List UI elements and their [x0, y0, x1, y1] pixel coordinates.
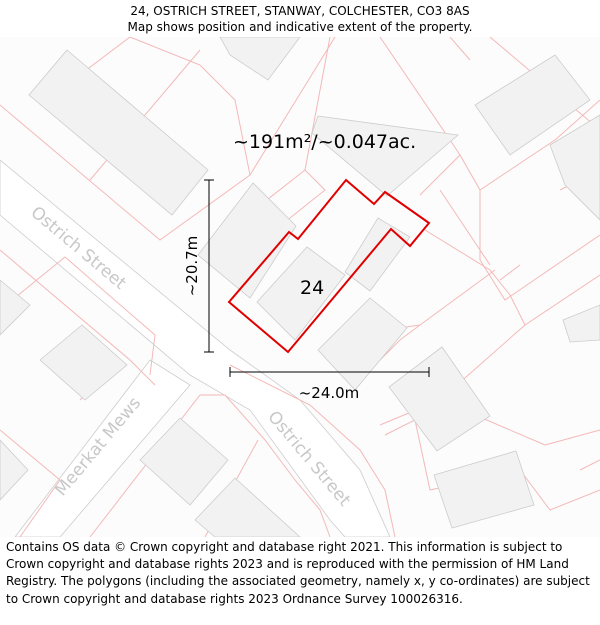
roads: [0, 159, 391, 537]
map-subtitle: Map shows position and indicative extent…: [127, 20, 473, 34]
width-dimension-label: ~24.0m: [299, 384, 360, 402]
area-label: ~191m²/~0.047ac.: [233, 131, 416, 153]
height-dimension-label: ~20.7m: [183, 236, 201, 297]
property-map[interactable]: ~191m²/~0.047ac. 24 ~20.7m ~24.0m Ostric…: [0, 37, 600, 537]
property-outline[interactable]: [227, 178, 431, 354]
map-header: 24, OSTRICH STREET, STANWAY, COLCHESTER,…: [0, 0, 600, 37]
buildings: [0, 37, 600, 537]
width-dimension-line: [229, 367, 430, 377]
property-address-title: 24, OSTRICH STREET, STANWAY, COLCHESTER,…: [130, 4, 470, 18]
copyright-notice: Contains OS data © Crown copyright and d…: [6, 540, 590, 606]
plot-number-label: 24: [300, 277, 324, 299]
height-dimension-line: [204, 179, 214, 353]
parcel-boundaries: [0, 37, 600, 537]
